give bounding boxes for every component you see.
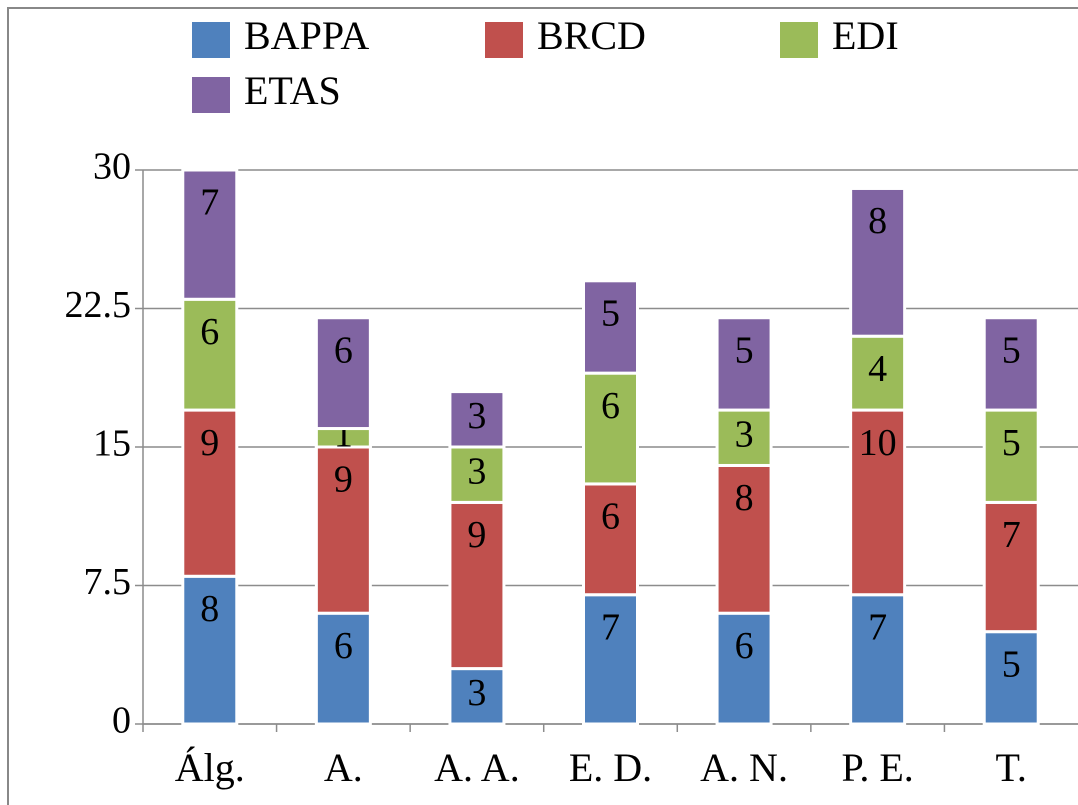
legend-label: BAPPA: [244, 13, 369, 58]
data-label: 7: [1002, 514, 1021, 556]
data-label: 3: [467, 395, 486, 437]
y-tick-label: 15: [93, 423, 131, 465]
bar-segment: [849, 408, 907, 597]
legend-swatch: [192, 22, 230, 58]
bar-segment: [314, 611, 372, 726]
x-tick-label: Álg.: [175, 745, 245, 790]
data-label: 7: [601, 606, 620, 648]
bar-segment: [181, 168, 239, 301]
y-tick-label: 22.5: [65, 284, 132, 326]
data-label: 6: [735, 625, 754, 667]
bar-segment: [314, 445, 372, 615]
bar-segment: [982, 630, 1040, 726]
bar-segment: [849, 186, 907, 338]
data-label: 5: [735, 329, 754, 371]
data-label: 9: [467, 514, 486, 556]
bar-segment: [448, 445, 506, 504]
data-label: 5: [601, 293, 620, 335]
bar-segment: [849, 334, 907, 412]
data-label: 6: [334, 329, 353, 371]
chart-frame: [7, 7, 1078, 805]
data-label: 5: [1002, 422, 1021, 464]
data-label: 6: [601, 385, 620, 427]
y-tick-label: 7.5: [84, 561, 132, 603]
x-tick-label: A. A.: [434, 745, 520, 790]
data-label: 3: [467, 450, 486, 492]
legend-swatch: [485, 22, 523, 58]
bar-segment: [982, 408, 1040, 504]
x-tick-label: T.: [995, 745, 1026, 790]
data-label: 9: [200, 422, 219, 464]
legend-swatch: [192, 77, 230, 113]
data-label: 4: [868, 348, 887, 390]
x-tick-label: A. N.: [700, 745, 788, 790]
y-tick-label: 30: [93, 146, 131, 188]
bar-segment: [448, 390, 506, 449]
data-label: 7: [868, 606, 887, 648]
data-label: 3: [467, 672, 486, 714]
data-label: 6: [334, 625, 353, 667]
data-label: 8: [200, 588, 219, 630]
data-label: 10: [859, 422, 897, 464]
bar-segment: [582, 279, 639, 375]
legend-label: EDI: [832, 13, 899, 58]
bar-segment: [715, 316, 773, 412]
data-label: 9: [334, 459, 353, 501]
x-tick-label: A.: [324, 745, 363, 790]
x-tick-label: P. E.: [842, 745, 914, 790]
bar-segment: [582, 593, 639, 726]
legend-label: ETAS: [244, 68, 341, 113]
data-label: 8: [868, 200, 887, 242]
data-label: 5: [1002, 329, 1021, 371]
x-tick-label: E. D.: [569, 745, 652, 790]
legend-label: BRCD: [537, 13, 646, 58]
bar-segment: [314, 316, 372, 431]
bar-segment: [181, 297, 239, 412]
data-label: 7: [200, 182, 219, 224]
y-tick-label: 0: [112, 700, 131, 742]
data-label: 6: [200, 311, 219, 353]
bar-segment: [181, 574, 239, 726]
bar-segment: [582, 371, 639, 486]
data-label: 3: [735, 413, 754, 455]
data-label: 5: [1002, 643, 1021, 685]
data-label: 6: [601, 496, 620, 538]
bar-segment: [582, 482, 639, 597]
data-label: 8: [735, 477, 754, 519]
bar-segment: [448, 667, 506, 726]
legend-swatch: [780, 22, 818, 58]
bar-segment: [982, 316, 1040, 412]
